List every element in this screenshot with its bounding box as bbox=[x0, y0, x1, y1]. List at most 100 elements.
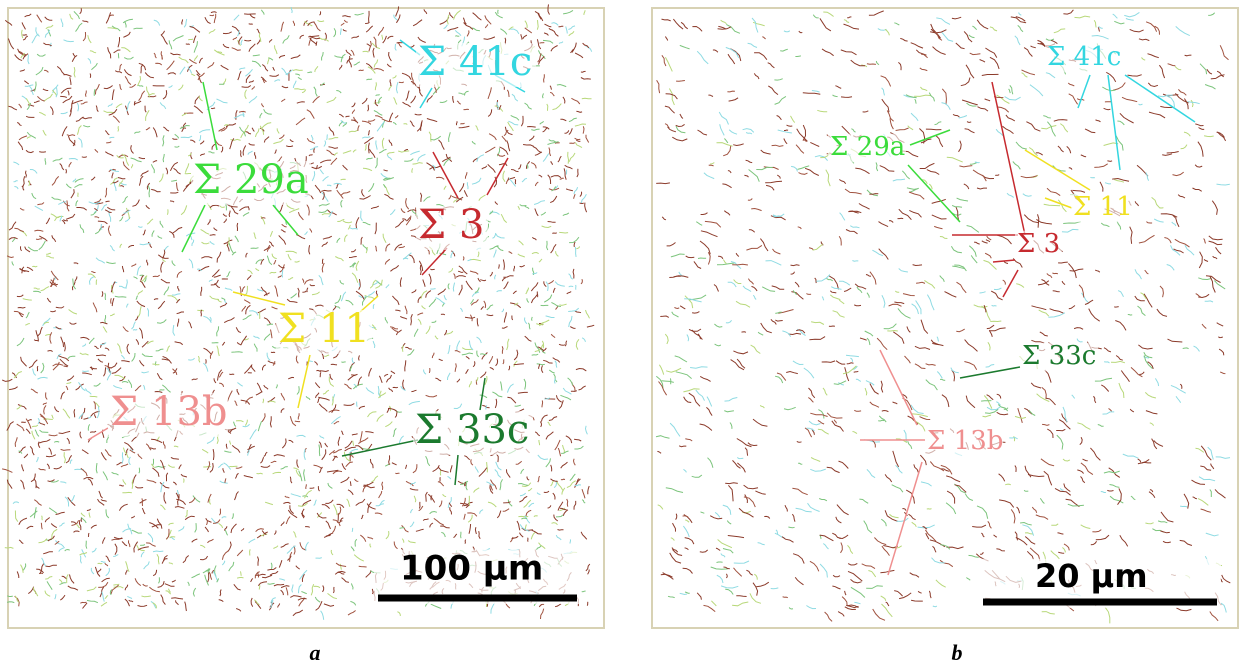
boundary-label: Σ 29a bbox=[193, 157, 309, 203]
grain-boundary bbox=[42, 516, 43, 521]
grain-boundary bbox=[153, 551, 163, 552]
grain-boundary bbox=[558, 530, 564, 531]
grain-boundary bbox=[1107, 161, 1112, 162]
grain-boundary bbox=[580, 203, 584, 204]
boundary-label: Σ 11 bbox=[278, 306, 370, 352]
grain-boundary bbox=[66, 169, 67, 173]
grain-boundary bbox=[188, 39, 193, 40]
grain-boundary bbox=[88, 533, 89, 537]
grain-boundary bbox=[429, 368, 430, 373]
grain-boundary bbox=[698, 258, 706, 259]
grain-boundary bbox=[310, 488, 315, 489]
grain-boundary bbox=[742, 332, 747, 333]
grain-boundary bbox=[559, 232, 568, 233]
grain-boundary bbox=[357, 402, 358, 407]
grain-boundary bbox=[96, 355, 106, 356]
grain-boundary bbox=[261, 218, 265, 219]
grain-boundary bbox=[540, 43, 545, 44]
boundary-label: Σ 33c bbox=[415, 407, 529, 453]
grain-boundary bbox=[975, 162, 980, 163]
grain-boundary bbox=[359, 283, 360, 287]
grain-boundary bbox=[282, 270, 283, 277]
grain-boundary bbox=[334, 587, 335, 593]
grain-boundary bbox=[887, 331, 898, 332]
boundary-label: Σ 41c bbox=[1047, 42, 1121, 72]
grain-boundary bbox=[306, 484, 307, 489]
grain-boundary bbox=[307, 72, 312, 73]
grain-boundary bbox=[679, 446, 686, 447]
grain-boundary bbox=[237, 577, 243, 578]
grain-boundary bbox=[259, 585, 260, 590]
boundary-label: Σ 11 bbox=[1073, 192, 1133, 222]
grain-boundary bbox=[569, 143, 575, 144]
grain-boundary bbox=[933, 606, 937, 607]
grain-boundary bbox=[105, 293, 106, 300]
grain-boundary bbox=[211, 108, 215, 109]
boundary-label: Σ 33c bbox=[1022, 341, 1096, 371]
grain-boundary bbox=[460, 123, 464, 124]
panel-b-frame bbox=[652, 8, 1238, 628]
grain-boundary bbox=[1183, 348, 1189, 349]
grain-boundary bbox=[293, 70, 303, 71]
grain-boundary bbox=[527, 127, 536, 128]
grain-boundary bbox=[582, 98, 592, 99]
grain-boundary bbox=[527, 164, 528, 169]
grain-boundary bbox=[1139, 104, 1143, 105]
grain-boundary bbox=[64, 366, 68, 367]
grain-boundary bbox=[186, 44, 190, 45]
grain-boundary bbox=[532, 317, 533, 321]
grain-boundary bbox=[773, 216, 781, 217]
grain-boundary bbox=[570, 539, 571, 543]
grain-boundary bbox=[542, 400, 543, 407]
grain-boundary bbox=[295, 421, 300, 422]
grain-boundary bbox=[791, 265, 800, 266]
grain-boundary bbox=[184, 479, 185, 483]
grain-boundary bbox=[1052, 273, 1058, 274]
scale-bar-label: 100 μm bbox=[400, 549, 543, 589]
grain-boundary bbox=[231, 139, 241, 140]
boundary-label: Σ 29a bbox=[830, 132, 905, 162]
grain-boundary bbox=[1141, 462, 1151, 463]
boundary-label: Σ 13b bbox=[927, 426, 1003, 456]
grain-boundary bbox=[341, 179, 346, 180]
grain-boundary bbox=[210, 235, 216, 236]
grain-boundary bbox=[469, 496, 470, 506]
grain-boundary bbox=[981, 401, 991, 402]
grain-boundary bbox=[732, 264, 748, 265]
grain-boundary bbox=[419, 502, 420, 509]
grain-boundary bbox=[26, 171, 27, 178]
grain-boundary bbox=[1114, 307, 1119, 308]
grain-boundary bbox=[926, 129, 942, 130]
grain-boundary bbox=[231, 352, 242, 353]
grain-boundary bbox=[118, 126, 119, 131]
grain-boundary bbox=[784, 130, 788, 131]
grain-boundary bbox=[1180, 506, 1187, 507]
grain-boundary bbox=[133, 330, 137, 331]
boundary-label: Σ 3 bbox=[418, 202, 484, 248]
grain-boundary bbox=[341, 362, 345, 363]
grain-boundary bbox=[237, 223, 238, 231]
figure: Σ 41cΣ 29aΣ 3Σ 11Σ 13bΣ 33c100 μmaΣ 41cΣ… bbox=[0, 0, 1244, 666]
boundary-label: Σ 13b bbox=[110, 389, 228, 435]
grain-boundary bbox=[359, 70, 364, 71]
grain-boundary bbox=[990, 321, 1001, 322]
grain-boundary bbox=[82, 157, 87, 158]
grain-boundary bbox=[32, 266, 37, 267]
boundary-label: Σ 41c bbox=[418, 39, 532, 85]
grain-boundary bbox=[561, 479, 565, 480]
grain-boundary bbox=[372, 589, 373, 594]
grain-boundary bbox=[45, 158, 46, 165]
grain-boundary bbox=[250, 549, 251, 555]
grain-boundary bbox=[783, 597, 788, 598]
grain-boundary bbox=[67, 135, 75, 136]
grain-boundary bbox=[142, 498, 143, 506]
boundary-label: Σ 3 bbox=[1017, 229, 1060, 259]
scale-bar-label: 20 μm bbox=[1035, 557, 1148, 595]
grain-boundary bbox=[869, 194, 878, 195]
grain-boundary bbox=[430, 289, 435, 290]
grain-boundary bbox=[465, 540, 466, 544]
grain-boundary bbox=[552, 233, 557, 234]
grain-boundary bbox=[18, 307, 26, 308]
grain-boundary bbox=[515, 179, 516, 184]
grain-boundary bbox=[331, 364, 337, 365]
